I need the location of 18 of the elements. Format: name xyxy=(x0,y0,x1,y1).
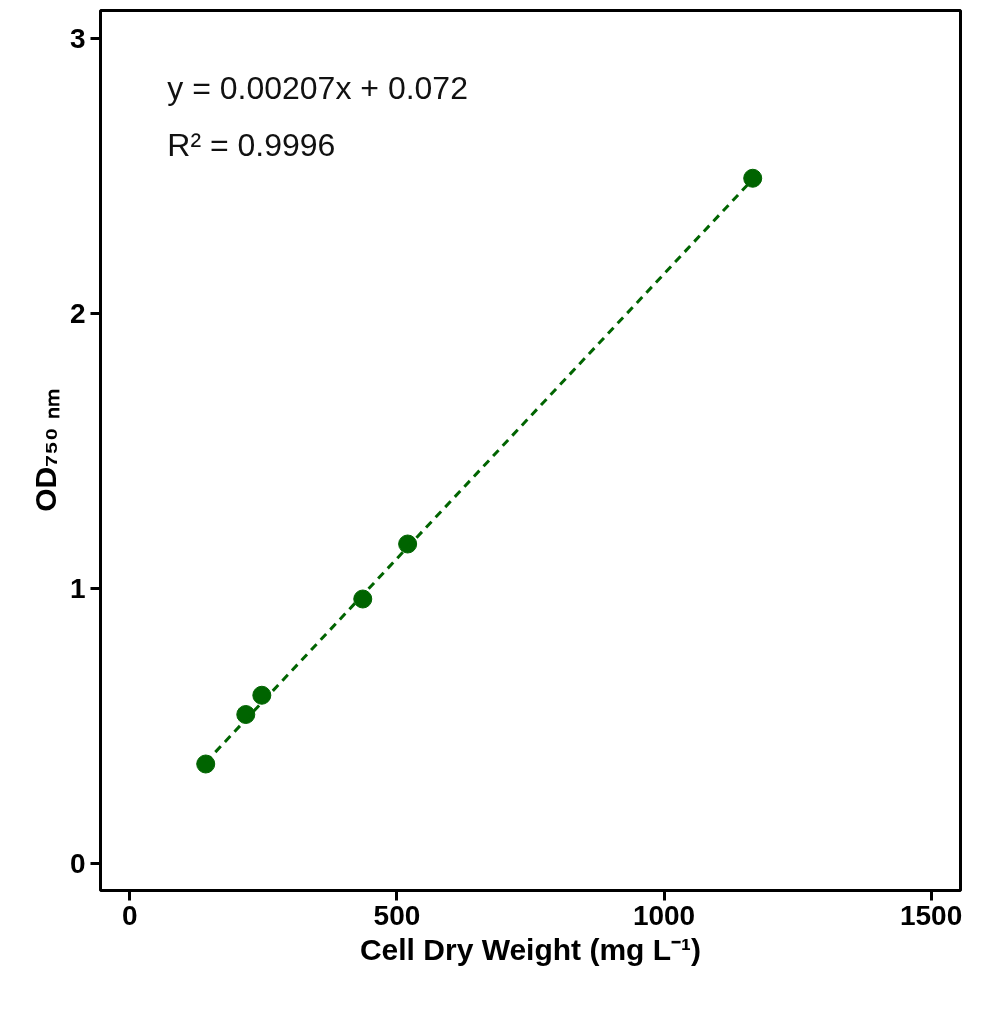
x-tick-label: 0 xyxy=(122,899,138,931)
y-tick-label: 1 xyxy=(69,572,86,604)
point xyxy=(236,705,256,724)
x-tick-label: 1000 xyxy=(632,899,696,931)
x-tick-label: 1500 xyxy=(899,899,963,931)
point xyxy=(196,754,216,774)
x-axis-title: Cell Dry Weight (mg L⁻¹) xyxy=(359,932,702,966)
point xyxy=(252,685,272,705)
y-axis-title: OD₇₅₀ ₙₘ xyxy=(28,389,62,512)
x-tick-label: 500 xyxy=(373,899,421,931)
y-tick-label: 0 xyxy=(69,847,86,879)
y-tick-label: 2 xyxy=(69,297,86,329)
y-tick-label: 3 xyxy=(69,22,86,54)
annotation: R² = 0.9996 xyxy=(167,127,336,164)
point xyxy=(398,534,418,554)
point xyxy=(743,168,763,188)
annotation: y = 0.00207x + 0.072 xyxy=(167,69,468,106)
point xyxy=(353,589,373,609)
